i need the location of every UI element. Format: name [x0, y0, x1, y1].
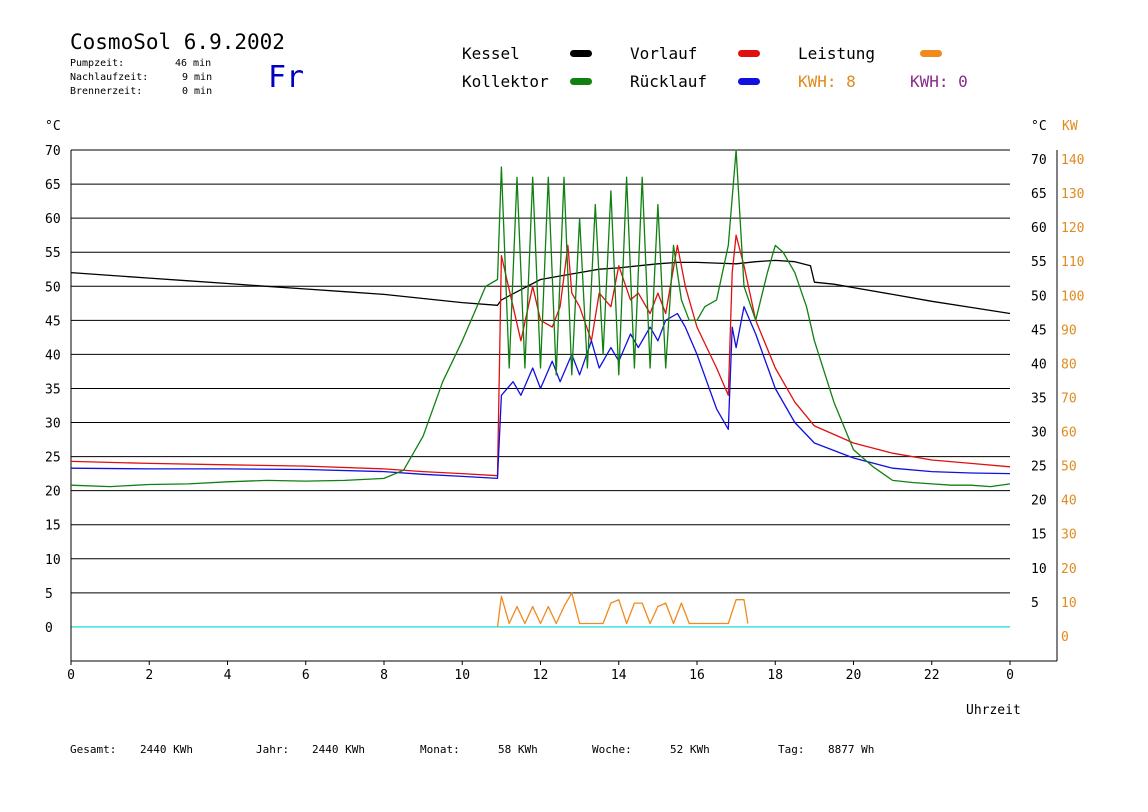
kw-tick-130: 130 [1061, 187, 1084, 202]
footer-label-jahr: Jahr: [256, 743, 290, 756]
y-tick-left-5: 5 [45, 587, 53, 602]
kw-tick-110: 110 [1061, 255, 1084, 270]
y-tick-left-0: 0 [45, 621, 53, 636]
footer-value-gesamt: 2440 KWh [140, 743, 193, 756]
legend-swatch-kessel [570, 50, 592, 57]
x-tick-label-10: 20 [846, 668, 862, 683]
x-tick-label-8: 16 [689, 668, 705, 683]
legend-label-ruecklauf: Rücklauf [630, 72, 708, 91]
series-line-vorlauf [70, 234, 1011, 477]
series-line-rcklauf [70, 306, 1011, 480]
y-axis-unit-left: °C [45, 119, 61, 134]
y-tick-left-70: 70 [45, 144, 61, 159]
series-line-kessel [70, 259, 1011, 315]
x-tick-label-1: 2 [145, 668, 153, 683]
y-tick-right-40: 40 [1031, 357, 1047, 372]
footer-label-woche: Woche: [592, 743, 632, 756]
y-tick-right-25: 25 [1031, 460, 1047, 475]
kw-tick-90: 90 [1061, 323, 1077, 338]
footer-value-woche: 52 KWh [670, 743, 710, 756]
footer-value-jahr: 2440 KWh [312, 743, 365, 756]
kw-tick-100: 100 [1061, 289, 1084, 304]
y-tick-right-35: 35 [1031, 391, 1047, 406]
x-tick-label-12: 0 [1006, 668, 1014, 683]
stat-label-brennerzeit: Brennerzeit: [70, 86, 143, 97]
y-axis-unit-right: °C [1031, 119, 1047, 134]
legend-kwh-secondary: KWH: 0 [910, 72, 968, 91]
y-tick-left-20: 20 [45, 485, 61, 500]
x-tick-label-2: 4 [224, 668, 232, 683]
stat-value-pumpzeit: 46 min [175, 58, 212, 69]
x-tick-label-5: 10 [454, 668, 470, 683]
y-tick-right-45: 45 [1031, 323, 1047, 338]
kw-tick-20: 20 [1061, 562, 1077, 577]
legend-swatch-kollektor [570, 78, 592, 85]
y-tick-left-15: 15 [45, 519, 61, 534]
stat-label-nachlaufzeit: Nachlaufzeit: [70, 72, 149, 83]
kw-tick-140: 140 [1061, 153, 1084, 168]
y-tick-right-65: 65 [1031, 187, 1047, 202]
chart-title: CosmoSol 6.9.2002 [70, 30, 285, 54]
y-tick-left-40: 40 [45, 348, 61, 363]
y-tick-left-60: 60 [45, 212, 61, 227]
series-line-kollektor [70, 149, 1011, 488]
kw-tick-120: 120 [1061, 221, 1084, 236]
x-tick-label-11: 22 [924, 668, 940, 683]
series-line-leistung [496, 592, 749, 627]
legend-kwh-leistung: KWH: 8 [798, 72, 856, 91]
y-tick-left-10: 10 [45, 553, 61, 568]
x-tick-label-6: 12 [533, 668, 549, 683]
y-tick-right-60: 60 [1031, 221, 1047, 236]
y-tick-left-30: 30 [45, 417, 61, 432]
y-tick-right-15: 15 [1031, 528, 1047, 543]
footer-label-monat: Monat: [420, 743, 460, 756]
footer-label-gesamt: Gesamt: [70, 743, 117, 756]
weekday-label: Fr [268, 60, 305, 95]
y-tick-right-10: 10 [1031, 562, 1047, 577]
x-axis-label: Uhrzeit [966, 703, 1021, 718]
kw-tick-70: 70 [1061, 391, 1077, 406]
stat-label-pumpzeit: Pumpzeit: [70, 58, 125, 69]
y-tick-left-35: 35 [45, 382, 61, 397]
y-tick-right-70: 70 [1031, 153, 1047, 168]
y-tick-left-25: 25 [45, 451, 61, 466]
y-tick-left-55: 55 [45, 246, 61, 261]
y-tick-right-5: 5 [1031, 596, 1039, 611]
legend-swatch-leistung [920, 50, 942, 57]
kw-tick-10: 10 [1061, 596, 1077, 611]
y-tick-right-30: 30 [1031, 426, 1047, 441]
y-tick-right-55: 55 [1031, 255, 1047, 270]
footer-label-tag: Tag: [778, 743, 805, 756]
kw-tick-60: 60 [1061, 426, 1077, 441]
kw-tick-30: 30 [1061, 528, 1077, 543]
y-tick-left-50: 50 [45, 280, 61, 295]
y-tick-right-50: 50 [1031, 289, 1047, 304]
x-tick-label-9: 18 [767, 668, 783, 683]
y-tick-left-45: 45 [45, 314, 61, 329]
kw-tick-0: 0 [1061, 630, 1069, 645]
x-tick-label-3: 6 [302, 668, 310, 683]
x-tick-label-7: 14 [611, 668, 627, 683]
footer-value-tag: 8877 Wh [828, 743, 875, 756]
legend-label-leistung: Leistung [798, 44, 876, 63]
legend-label-kollektor: Kollektor [462, 72, 549, 91]
y-tick-right-20: 20 [1031, 494, 1047, 509]
legend-label-kessel: Kessel [462, 44, 520, 63]
stat-value-nachlaufzeit: 9 min [182, 72, 213, 83]
y-tick-left-65: 65 [45, 178, 61, 193]
y-axis-unit-kw: KW [1062, 119, 1078, 134]
legend-swatch-vorlauf [738, 50, 760, 57]
legend-label-vorlauf: Vorlauf [630, 44, 698, 63]
stat-value-brennerzeit: 0 min [182, 86, 213, 97]
footer-value-monat: 58 KWh [498, 743, 538, 756]
kw-tick-40: 40 [1061, 494, 1077, 509]
kw-tick-50: 50 [1061, 460, 1077, 475]
x-tick-label-0: 0 [67, 668, 75, 683]
x-tick-label-4: 8 [380, 668, 388, 683]
kw-tick-80: 80 [1061, 357, 1077, 372]
legend-swatch-ruecklauf [738, 78, 760, 85]
